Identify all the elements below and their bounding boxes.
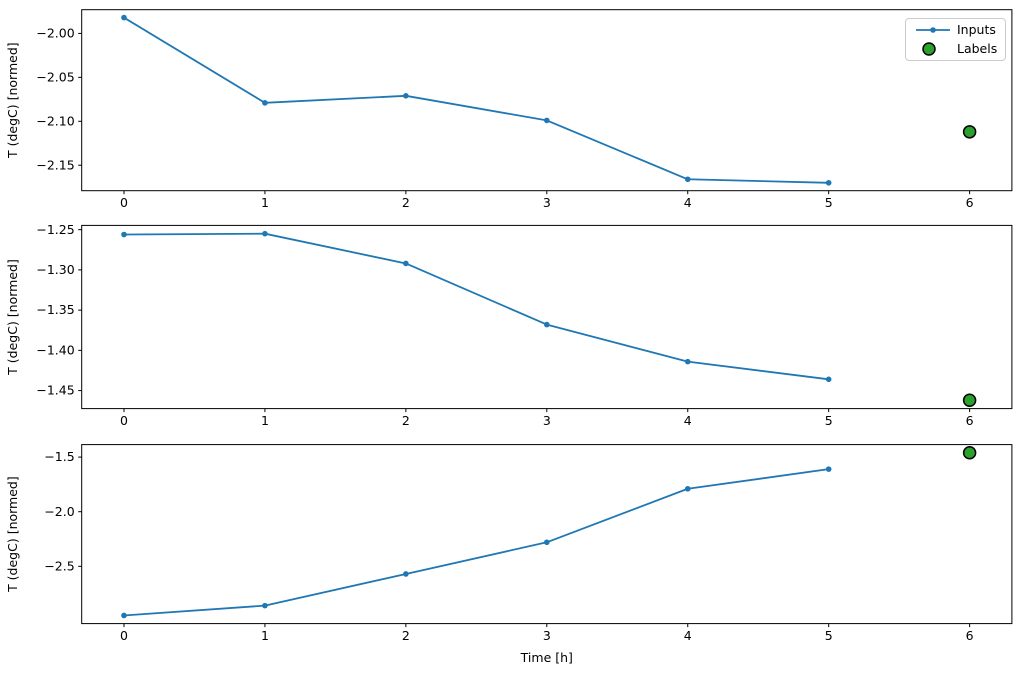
inputs-marker — [262, 100, 268, 106]
y-tick-label: −1.40 — [36, 342, 74, 357]
inputs-marker — [121, 14, 127, 21]
inputs-marker — [544, 117, 550, 124]
inputs-line — [123, 16, 830, 184]
y-tick-label: −1.25 — [36, 222, 74, 237]
inputs-line — [123, 468, 830, 617]
inputs-marker — [544, 321, 550, 328]
x-tick-label: 0 — [120, 628, 128, 643]
legend: Inputs Labels — [905, 18, 1006, 61]
x-tick-label: 6 — [966, 413, 974, 428]
x-tick-label: 1 — [261, 628, 269, 643]
x-tick-label: 2 — [402, 413, 410, 428]
x-tick-label: 6 — [966, 628, 974, 643]
x-tick-label: 6 — [966, 195, 974, 210]
x-tick-label: 1 — [261, 195, 269, 210]
legend-item-inputs: Inputs — [915, 21, 999, 39]
x-tick-label: 4 — [684, 628, 692, 643]
x-tick-label: 3 — [543, 195, 551, 210]
labels-marker — [962, 125, 977, 139]
y-tick-label: −1.35 — [36, 302, 74, 317]
x-tick-label: 2 — [402, 628, 410, 643]
y-tick-label: −2.5 — [44, 558, 74, 573]
inputs-line-sample-icon — [916, 26, 950, 33]
inputs-marker — [825, 179, 832, 186]
y-tick-label: −1.5 — [44, 449, 74, 464]
inputs-marker — [121, 231, 127, 238]
subplot-1: −1.25 −1.30 −1.35 −1.40 −1.45 0 1 2 3 4 5 6 T (degC)… — [5, 222, 1013, 428]
inputs-marker — [403, 260, 409, 267]
x-tick-label: 3 — [543, 413, 551, 428]
labels-marker — [962, 393, 977, 407]
labels-circle-sample-icon — [922, 42, 936, 56]
y-tick-label: −2.05 — [36, 69, 74, 84]
inputs-marker — [825, 376, 832, 383]
y-axis-label: T (degC) [normed] — [5, 42, 20, 159]
labels-marker — [962, 445, 977, 460]
y-tick-label: −2.15 — [36, 157, 74, 172]
legend-item-labels: Labels — [915, 41, 999, 59]
inputs-marker — [403, 93, 409, 99]
x-tick-label: 3 — [543, 628, 551, 643]
x-tick-label: 2 — [402, 195, 410, 210]
y-axis-label: T (degC) [normed] — [5, 476, 20, 593]
inputs-marker — [684, 358, 691, 365]
y-tick-label: −2.0 — [44, 504, 74, 519]
y-tick-label: −2.00 — [36, 26, 74, 41]
inputs-marker — [403, 571, 409, 577]
inputs-line — [123, 232, 830, 381]
legend-label-labels: Labels — [957, 41, 998, 56]
x-tick-label: 4 — [684, 413, 692, 428]
x-axis-label: Time [h] — [520, 650, 573, 665]
x-tick-label: 0 — [120, 195, 128, 210]
y-tick-label: −1.45 — [36, 383, 74, 398]
inputs-dot-sample — [930, 26, 936, 33]
subplot-0: −2.00 −2.05 −2.10 −2.15 0 1 2 3 4 5 6 T (degC) [nor… — [5, 9, 1013, 210]
x-tick-label: 5 — [825, 413, 833, 428]
axes-frame — [81, 9, 1013, 192]
y-axis-label: T (degC) [normed] — [5, 259, 20, 376]
inputs-marker — [262, 602, 268, 609]
labels-circle-sample — [922, 42, 936, 56]
inputs-marker — [684, 176, 691, 183]
inputs-marker — [544, 539, 550, 546]
axes-frame — [81, 444, 1013, 625]
inputs-marker — [684, 485, 691, 492]
x-tick-label: 0 — [120, 413, 128, 428]
x-tick-label: 5 — [825, 195, 833, 210]
x-tick-label: 5 — [825, 628, 833, 643]
axes-frame — [81, 224, 1013, 410]
x-tick-label: 1 — [261, 413, 269, 428]
subplot-2: −1.5 −2.0 −2.5 0 1 2 3 4 5 6 T (degC) [normed] Time… — [5, 444, 1013, 665]
y-tick-label: −2.10 — [36, 113, 74, 128]
inputs-marker — [121, 612, 127, 619]
inputs-marker — [262, 230, 268, 237]
x-tick-label: 4 — [684, 195, 692, 210]
legend-label-inputs: Inputs — [957, 21, 996, 37]
y-tick-label: −1.30 — [36, 262, 74, 277]
inputs-marker — [825, 466, 832, 472]
